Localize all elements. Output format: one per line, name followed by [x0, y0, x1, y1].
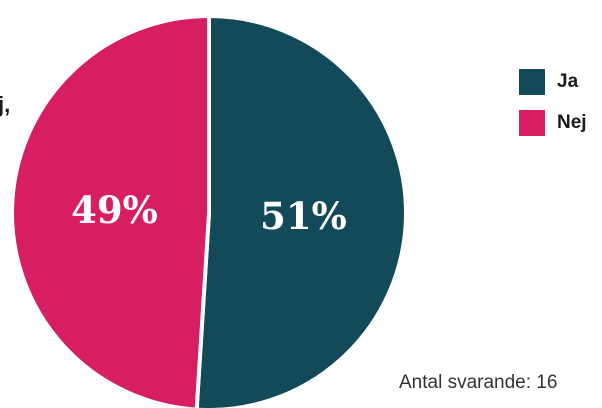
chart-legend: Ja Nej: [519, 69, 587, 151]
pie-slice-ja: [194, 14, 408, 408]
pie-slice-nej: [10, 14, 211, 408]
clipped-left-text: j,: [0, 92, 11, 117]
legend-swatch-nej: [519, 110, 545, 136]
pie-slices: [10, 14, 408, 408]
legend-label-nej: Nej: [557, 112, 587, 133]
legend-label-ja: Ja: [557, 71, 579, 92]
respondent-count: Antal svarande: 16: [399, 372, 558, 393]
pie-label-ja: 51%: [260, 194, 347, 238]
legend-item-ja: Ja: [519, 69, 587, 95]
pie-value-labels: 51% 49%: [71, 188, 347, 238]
legend-swatch-ja: [519, 69, 545, 95]
legend-item-nej: Nej: [519, 110, 587, 136]
pie-label-nej: 49%: [71, 188, 158, 232]
